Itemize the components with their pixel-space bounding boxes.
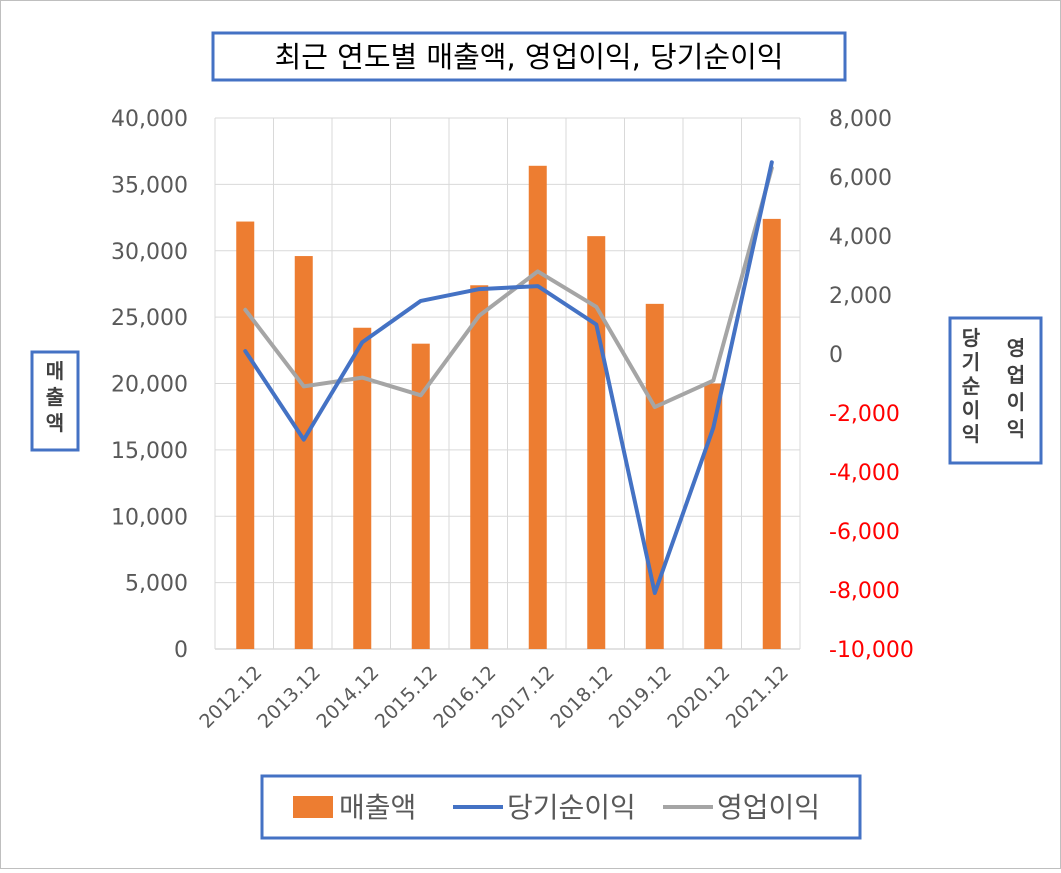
legend-swatch-bar xyxy=(293,796,333,818)
bar-revenue xyxy=(762,218,781,649)
left-axis-tick-label: 20,000 xyxy=(111,373,188,398)
axis-label-char: 영 xyxy=(1007,336,1025,360)
bar-revenue xyxy=(587,236,606,649)
bar-revenue xyxy=(411,343,430,649)
right-axis-tick-label: -4,000 xyxy=(829,461,900,486)
axis-label-char: 익 xyxy=(962,422,980,446)
title-box-border xyxy=(211,31,847,82)
bar-layer xyxy=(236,165,781,650)
legend-item-operating-income: 영업이익 xyxy=(663,791,820,824)
bar-revenue xyxy=(470,285,489,649)
left-axis-tick-label: 0 xyxy=(174,638,188,663)
legend-label: 영업이익 xyxy=(717,791,820,824)
right-axis-tick-label: -2,000 xyxy=(829,402,900,427)
title-box: 최근 연도별 매출액, 영업이익, 당기순이익 xyxy=(211,31,847,82)
legend-items: 매출액 당기순이익 영업이익 xyxy=(293,791,820,824)
right-axis-tick-label: -8,000 xyxy=(829,579,900,604)
axis-label-char: 출 xyxy=(46,385,64,409)
legend-item-net-income: 당기순이익 xyxy=(453,791,636,824)
axis-label-char: 액 xyxy=(46,411,64,435)
bar-revenue xyxy=(704,383,723,649)
bar-revenue xyxy=(353,327,372,649)
left-axis-tick-label: 15,000 xyxy=(111,439,188,464)
bar-revenue xyxy=(294,256,313,649)
right-axis-tick-label: 2,000 xyxy=(829,284,892,309)
line-net-income xyxy=(243,160,774,595)
bar-revenue xyxy=(645,303,664,649)
legend-label: 당기순이익 xyxy=(507,791,636,824)
left-axis-tick-label: 35,000 xyxy=(111,173,188,198)
left-axis-tick-label: 40,000 xyxy=(111,107,188,132)
right-axis-label-border xyxy=(948,316,1043,465)
left-axis-tick-label: 5,000 xyxy=(125,572,188,597)
axis-label-char: 당 xyxy=(962,326,981,350)
bar-revenue xyxy=(528,165,547,650)
axis-label-char: 매 xyxy=(46,359,64,383)
line-operating-income xyxy=(243,166,774,410)
left-axis-tick-label: 25,000 xyxy=(111,306,188,331)
right-axis-tick-label: -10,000 xyxy=(829,638,914,663)
left-axis-tick-label: 10,000 xyxy=(111,505,188,530)
axis-label-char: 이 xyxy=(1007,390,1025,414)
axis-label-char: 이 xyxy=(962,398,980,422)
legend-label: 매출액 xyxy=(339,791,416,824)
axis-label-char: 익 xyxy=(1007,417,1025,441)
axis-label-char: 업 xyxy=(1007,363,1025,387)
chart-title: 최근 연도별 매출액, 영업이익, 당기순이익 xyxy=(275,40,784,74)
right-axis-tick-label: 4,000 xyxy=(829,225,892,250)
left-axis-tick-label: 30,000 xyxy=(111,240,188,265)
legend-item-revenue: 매출액 xyxy=(293,791,416,824)
line-layer xyxy=(243,160,774,595)
axis-label-char: 기 xyxy=(962,350,980,374)
right-axis-tick-label: -6,000 xyxy=(829,520,900,545)
left-axis-label-border xyxy=(30,350,80,452)
right-axis-tick-label: 6,000 xyxy=(829,166,892,191)
left-axis: 0 5,000 10,000 15,000 20,000 25,000 30,000 35,0… xyxy=(111,107,188,663)
right-axis-tick-label: 0 xyxy=(829,343,843,368)
right-axis-tick-label: 8,000 xyxy=(829,107,892,132)
legend-border xyxy=(260,774,862,840)
axis-label-char: 순 xyxy=(962,374,980,398)
legend: 매출액 당기순이익 영업이익 xyxy=(260,774,862,840)
right-axis: -10,000 -8,000 -6,000 -4,000 -2,000 0 2,000 4,0… xyxy=(829,107,914,663)
bar-revenue xyxy=(236,221,255,650)
